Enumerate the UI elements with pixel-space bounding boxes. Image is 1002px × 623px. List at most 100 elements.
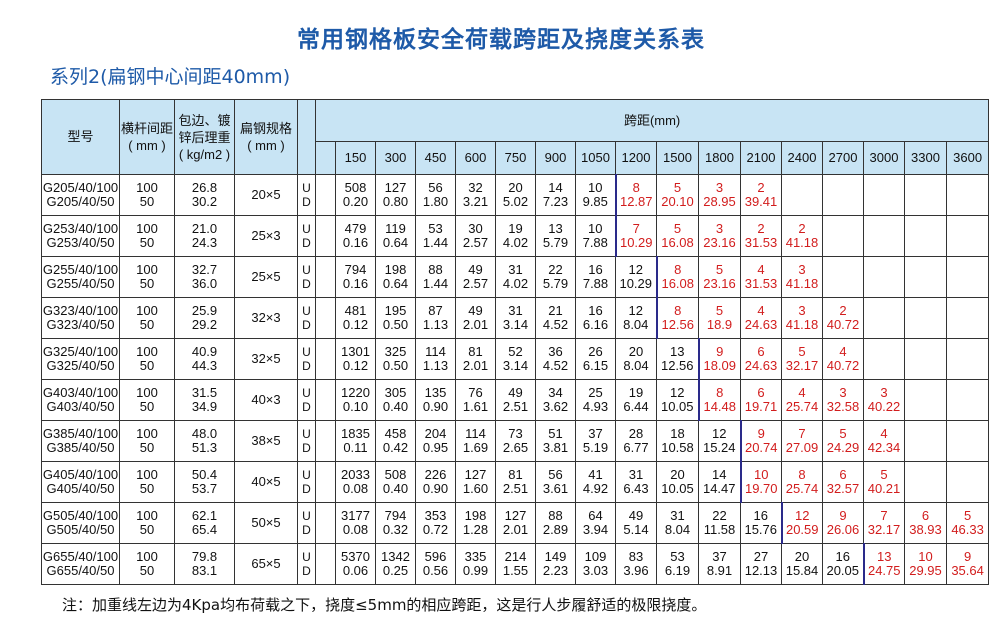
model-cell: G253/40/100 G253/40/50 xyxy=(41,215,120,257)
span-value-cell: 36 4.52 xyxy=(535,338,576,380)
span-value-cell: 2 31.53 xyxy=(740,215,782,257)
span-value-cell: 19 6.44 xyxy=(615,379,657,421)
span-value-cell: 2033 0.08 xyxy=(335,461,376,503)
header-model: 型号 xyxy=(41,99,120,175)
model-cell: G255/40/100 G255/40/50 xyxy=(41,256,120,298)
span-value-cell xyxy=(904,379,947,421)
span-value-cell: 1301 0.12 xyxy=(335,338,376,380)
span-value-cell: 8 14.48 xyxy=(697,379,741,421)
model-cell: G385/40/100 G385/40/50 xyxy=(41,420,120,462)
span-value-cell: 7 27.09 xyxy=(781,420,823,462)
spec-cell: 65×5 xyxy=(234,543,298,585)
span-value-cell xyxy=(822,174,864,216)
span-value-cell: 481 0.12 xyxy=(335,297,376,339)
span-value-cell: 5 32.17 xyxy=(781,338,823,380)
blank-cell xyxy=(315,256,336,298)
table-body: G205/40/100 G205/40/50 100 50 26.8 30.2 20×5 U D… xyxy=(41,174,990,585)
table-row: G403/40/100 G403/40/50 100 50 31.5 34.9 40×3 U D… xyxy=(41,379,990,421)
span-value-cell: 135 0.90 xyxy=(415,379,456,421)
span-value-cell: 10 9.85 xyxy=(575,174,616,216)
span-value-cell: 26 6.15 xyxy=(575,338,616,380)
span-value-cell: 16 6.16 xyxy=(575,297,616,339)
span-value-cell: 5 18.9 xyxy=(698,297,741,339)
page-subtitle: 系列2(扁钢中心间距40mm) xyxy=(50,66,291,88)
span-value-cell: 52 3.14 xyxy=(495,338,536,380)
span-value-cell: 4 24.63 xyxy=(740,297,782,339)
blank-cell xyxy=(315,543,336,585)
span-value-cell xyxy=(945,379,990,421)
span-value-cell xyxy=(822,215,864,257)
header-blank xyxy=(297,99,316,175)
span-value-cell: 2 40.72 xyxy=(822,297,864,339)
span-value-cell: 6 32.57 xyxy=(822,461,864,503)
span-value-cell: 109 3.03 xyxy=(575,543,616,585)
span-value-cell xyxy=(904,338,947,380)
spec-cell: 20×5 xyxy=(234,174,298,216)
span-value-cell: 5 20.10 xyxy=(656,174,699,216)
span-value-cell: 127 1.60 xyxy=(455,461,496,503)
blank-cell xyxy=(315,174,336,216)
spec-cell: 32×5 xyxy=(234,338,298,380)
span-value-cell xyxy=(781,174,823,216)
span-value-cell: 3177 0.08 xyxy=(335,502,376,544)
span-value-cell: 114 1.13 xyxy=(415,338,456,380)
model-cell: G505/40/100 G505/40/50 xyxy=(41,502,120,544)
span-value-cell: 119 0.64 xyxy=(375,215,416,257)
span-value-cell: 8 12.87 xyxy=(614,174,657,216)
pitch-cell: 100 50 xyxy=(119,215,175,257)
span-value-cell: 30 2.57 xyxy=(455,215,496,257)
span-value-cell: 198 1.28 xyxy=(455,502,496,544)
model-cell: G205/40/100 G205/40/50 xyxy=(41,174,120,216)
span-value-cell: 2 41.18 xyxy=(781,215,823,257)
span-value-cell xyxy=(863,174,905,216)
weight-cell: 26.8 30.2 xyxy=(174,174,235,216)
span-value-cell xyxy=(863,338,905,380)
spec-table: 型号 横杆间距( mm ) 包边、镀 锌后理重( kg/m2 ) 扁钢规格( mm… xyxy=(41,99,990,585)
span-value-cell: 3 41.18 xyxy=(781,256,823,298)
model-cell: G405/40/100 G405/40/50 xyxy=(41,461,120,503)
span-value-cell: 5370 0.06 xyxy=(335,543,376,585)
spec-cell: 25×5 xyxy=(234,256,298,298)
model-cell: G325/40/100 G325/40/50 xyxy=(41,338,120,380)
header-span-value: 3600 xyxy=(945,141,990,175)
blank-cell xyxy=(315,379,336,421)
header-span-value: 3000 xyxy=(863,141,905,175)
header-span-value: 2100 xyxy=(740,141,782,175)
header-span-value: 300 xyxy=(375,141,416,175)
span-value-cell: 20 15.84 xyxy=(781,543,823,585)
span-value-cell: 20 10.05 xyxy=(656,461,699,503)
table-row: G205/40/100 G205/40/50 100 50 26.8 30.2 20×5 U D… xyxy=(41,174,990,216)
spec-cell: 40×3 xyxy=(234,379,298,421)
span-value-cell: 32 3.21 xyxy=(455,174,496,216)
span-value-cell: 4 40.72 xyxy=(822,338,864,380)
span-value-cell: 4 42.34 xyxy=(863,420,905,462)
span-value-cell: 14 7.23 xyxy=(535,174,576,216)
span-value-cell: 53 6.19 xyxy=(656,543,699,585)
span-value-cell: 3 23.16 xyxy=(698,215,741,257)
span-value-cell: 198 0.64 xyxy=(375,256,416,298)
span-value-cell: 25 4.93 xyxy=(575,379,616,421)
span-value-cell: 1220 0.10 xyxy=(335,379,376,421)
span-value-cell: 508 0.20 xyxy=(335,174,376,216)
span-value-cell: 6 24.63 xyxy=(740,338,782,380)
span-value-cell: 479 0.16 xyxy=(335,215,376,257)
span-value-cell: 508 0.40 xyxy=(375,461,416,503)
header-span-value: 2400 xyxy=(781,141,823,175)
weight-cell: 31.5 34.9 xyxy=(174,379,235,421)
weight-cell: 40.9 44.3 xyxy=(174,338,235,380)
weight-cell: 48.0 51.3 xyxy=(174,420,235,462)
span-value-cell: 305 0.40 xyxy=(375,379,416,421)
table-row: G505/40/100 G505/40/50 100 50 62.1 65.4 50×5 U D… xyxy=(41,502,990,544)
span-value-cell: 64 3.94 xyxy=(575,502,616,544)
span-value-cell: 13 12.56 xyxy=(656,338,699,380)
span-value-cell: 49 2.01 xyxy=(455,297,496,339)
header-span-value: 1200 xyxy=(615,141,657,175)
span-value-cell: 31 8.04 xyxy=(656,502,699,544)
span-value-cell: 31 3.14 xyxy=(495,297,536,339)
span-value-cell: 31 6.43 xyxy=(615,461,657,503)
weight-cell: 25.9 29.2 xyxy=(174,297,235,339)
